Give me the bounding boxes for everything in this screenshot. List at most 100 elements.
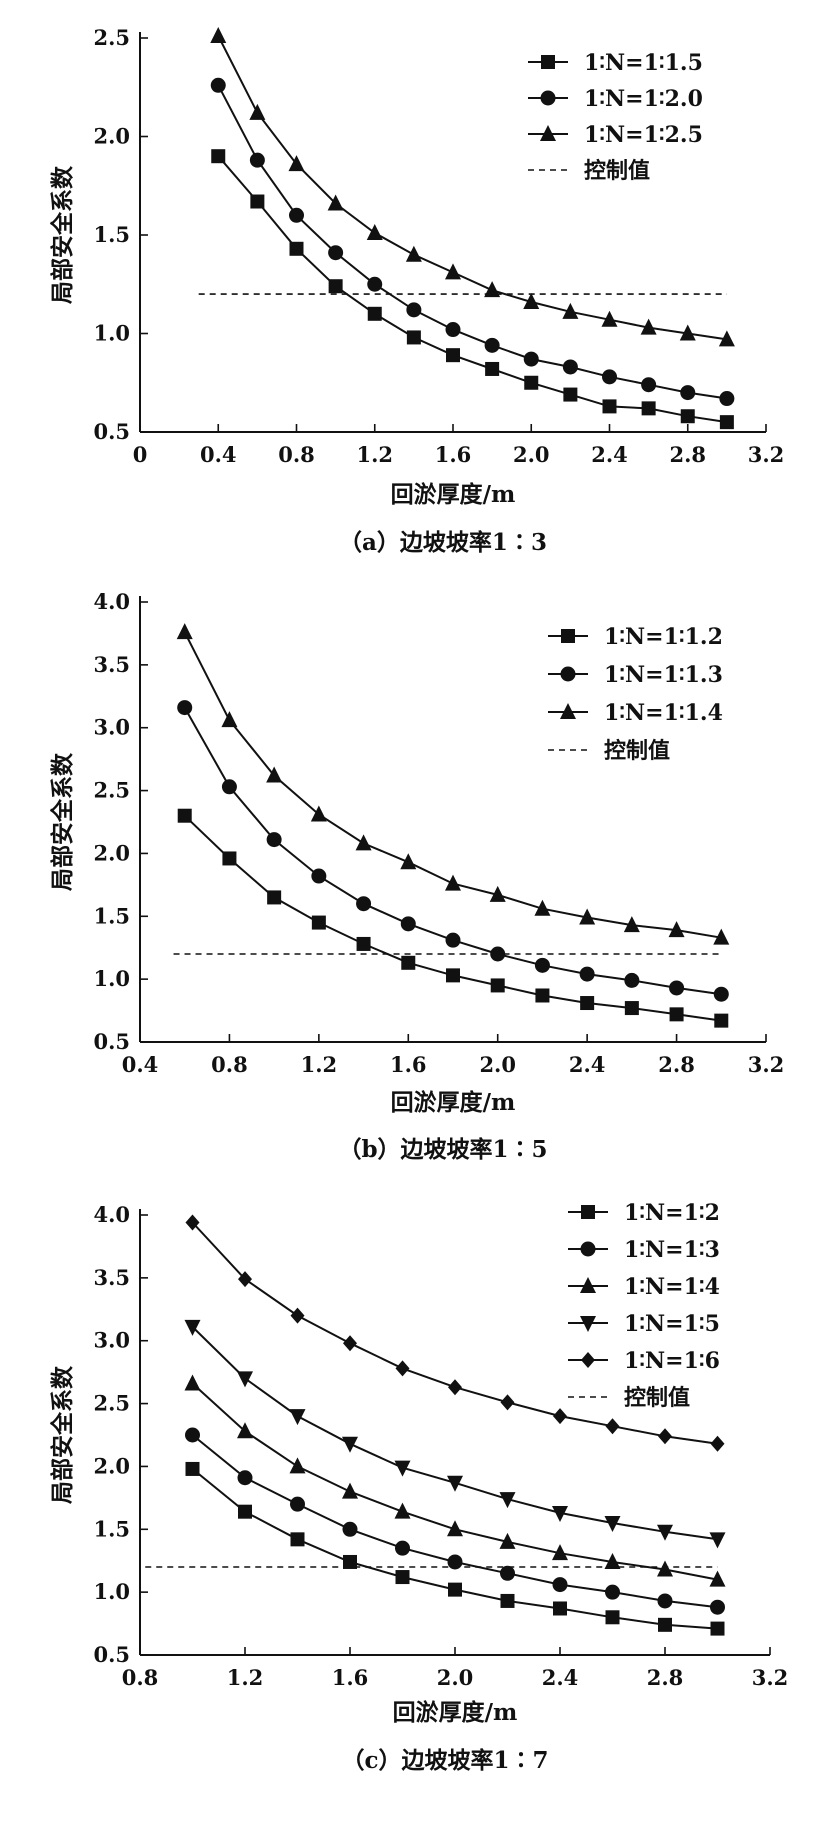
data-point xyxy=(657,1524,673,1541)
series-line xyxy=(184,814,722,1022)
x-tick-label: 1.6 xyxy=(390,1052,427,1077)
data-point xyxy=(177,808,192,823)
legend-threshold-label: 控制值 xyxy=(624,1385,690,1411)
data-point xyxy=(669,980,685,996)
legend-label: 1∶N=1∶2.0 xyxy=(584,86,703,112)
data-point xyxy=(680,409,695,424)
data-point xyxy=(221,779,237,795)
data-point xyxy=(446,348,460,363)
data-point xyxy=(185,1214,200,1231)
y-axis-title: 局部安全系数 xyxy=(49,165,76,304)
y-tick-label: 3.5 xyxy=(93,652,130,677)
x-tick-label: 0.4 xyxy=(200,442,237,467)
data-point xyxy=(553,1408,567,1425)
data-point xyxy=(718,330,735,347)
y-tick-label: 4.0 xyxy=(93,589,130,614)
data-point xyxy=(500,1565,515,1581)
legend-marker xyxy=(580,1277,596,1293)
data-point xyxy=(657,1560,673,1577)
data-point xyxy=(237,1371,253,1388)
x-tick-label: 0 xyxy=(133,442,148,467)
data-point xyxy=(395,1540,410,1556)
legend-marker xyxy=(540,90,556,106)
data-point xyxy=(267,890,282,905)
series-1 xyxy=(211,149,734,430)
legend-label: 1∶N=1∶1.4 xyxy=(604,700,723,726)
data-point xyxy=(184,1319,201,1336)
x-axis-title: 回淤厚度/m xyxy=(391,1089,516,1116)
legend-marker xyxy=(541,55,555,69)
x-tick-label: 1.2 xyxy=(227,1665,264,1690)
data-point xyxy=(394,1460,411,1477)
legend-label: 1∶N=1∶6 xyxy=(624,1348,720,1374)
series-2 xyxy=(210,77,735,407)
legend-label: 1∶N=1∶2 xyxy=(624,1200,720,1226)
data-point xyxy=(367,276,383,292)
x-tick-label: 1.2 xyxy=(356,442,393,467)
x-tick-label: 0.8 xyxy=(278,442,315,467)
data-point xyxy=(400,853,417,870)
data-point xyxy=(552,1544,568,1561)
series-2 xyxy=(185,1427,725,1615)
data-point xyxy=(366,224,383,241)
data-point xyxy=(176,623,193,640)
data-point xyxy=(604,1516,621,1532)
data-point xyxy=(448,1379,462,1396)
data-point xyxy=(641,401,656,416)
x-tick-label: 2.0 xyxy=(437,1665,474,1690)
data-point xyxy=(447,1520,463,1537)
data-point xyxy=(342,1482,358,1499)
series-4 xyxy=(184,1319,726,1549)
data-point xyxy=(640,318,657,335)
data-point xyxy=(602,369,617,385)
data-point xyxy=(290,1307,305,1324)
y-tick-label: 0.5 xyxy=(93,1642,130,1667)
data-point xyxy=(658,1428,672,1445)
data-point xyxy=(356,896,372,912)
data-point xyxy=(343,1335,357,1352)
data-point xyxy=(484,281,501,298)
data-point xyxy=(658,1617,672,1632)
data-point xyxy=(445,263,461,280)
legend: 1∶N=1∶1.2 1∶N=1∶1.3 1∶N=1∶1.4 控制值 xyxy=(548,624,723,764)
data-point xyxy=(490,978,505,993)
data-point xyxy=(623,916,640,933)
data-point xyxy=(355,834,372,851)
data-point xyxy=(605,1418,620,1435)
data-point xyxy=(657,1593,673,1609)
legend-marker xyxy=(560,666,576,682)
series-3 xyxy=(210,27,735,347)
data-point xyxy=(367,306,382,321)
x-tick-label: 0.8 xyxy=(122,1665,159,1690)
data-point xyxy=(709,1532,726,1549)
panel-caption: （b）边坡坡率1∶5 xyxy=(338,1136,547,1163)
y-tick-label: 1.5 xyxy=(93,903,130,928)
data-point xyxy=(562,302,579,319)
data-point xyxy=(490,946,506,962)
y-tick-label: 2.0 xyxy=(93,1453,130,1478)
data-point xyxy=(343,1554,357,1569)
data-point xyxy=(553,1601,567,1616)
data-point xyxy=(713,986,729,1002)
panel-caption: （c）边坡坡率1∶7 xyxy=(341,1747,548,1774)
data-point xyxy=(710,1435,725,1452)
data-point xyxy=(668,921,685,938)
legend-label: 1∶N=1∶2.5 xyxy=(584,122,703,148)
data-point xyxy=(641,377,657,393)
y-tick-label: 0.5 xyxy=(93,1029,130,1054)
y-tick-label: 3.0 xyxy=(93,1328,130,1353)
x-tick-label: 2.0 xyxy=(479,1052,516,1077)
data-point xyxy=(311,868,327,884)
data-point xyxy=(185,1427,200,1443)
series-1 xyxy=(185,1461,725,1636)
legend-marker xyxy=(581,1352,595,1368)
y-tick-label: 1.5 xyxy=(93,1516,130,1541)
x-tick-label: 2.8 xyxy=(658,1052,695,1077)
data-point xyxy=(580,996,595,1011)
data-point xyxy=(266,832,282,848)
legend: 1∶N=1∶1.5 1∶N=1∶2.0 1∶N=1∶2.5 控制值 xyxy=(528,50,703,184)
data-point xyxy=(447,1554,463,1570)
data-point xyxy=(523,351,539,367)
data-point xyxy=(328,245,344,261)
y-tick-label: 3.0 xyxy=(93,715,130,740)
